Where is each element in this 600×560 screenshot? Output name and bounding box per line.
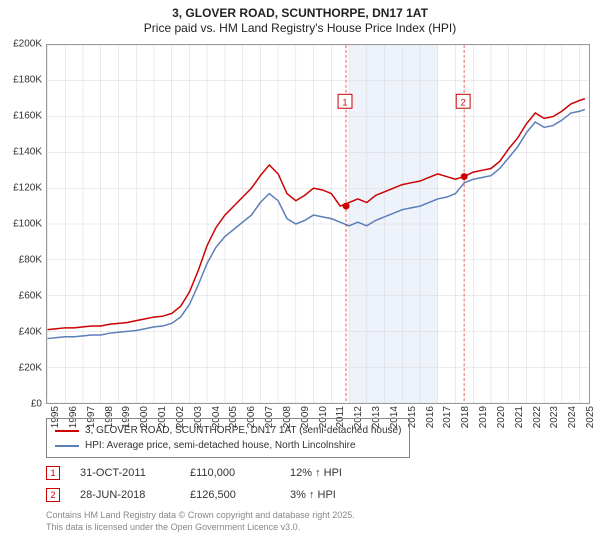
sale-date: 31-OCT-2011 (80, 467, 170, 479)
chart-title-address: 3, GLOVER ROAD, SCUNTHORPE, DN17 1AT (0, 6, 600, 20)
table-row: 2 28-JUN-2018 £126,500 3% ↑ HPI (46, 484, 342, 506)
svg-text:1: 1 (343, 97, 348, 107)
sale-delta: 3% ↑ HPI (290, 489, 336, 501)
marker-2-icon: 2 (46, 488, 60, 502)
sale-price: £110,000 (190, 467, 270, 479)
chart-title-subtitle: Price paid vs. HM Land Registry's House … (0, 21, 600, 35)
attribution: Contains HM Land Registry data © Crown c… (46, 510, 355, 533)
legend-line-hpi (55, 445, 79, 447)
table-row: 1 31-OCT-2011 £110,000 12% ↑ HPI (46, 462, 342, 484)
legend-line-price-paid (55, 430, 79, 432)
sale-price: £126,500 (190, 489, 270, 501)
legend-label-price-paid: 3, GLOVER ROAD, SCUNTHORPE, DN17 1AT (se… (85, 423, 401, 438)
sale-data-table: 1 31-OCT-2011 £110,000 12% ↑ HPI 2 28-JU… (46, 462, 342, 506)
legend: 3, GLOVER ROAD, SCUNTHORPE, DN17 1AT (se… (46, 418, 410, 458)
legend-label-hpi: HPI: Average price, semi-detached house,… (85, 438, 356, 453)
sale-date: 28-JUN-2018 (80, 489, 170, 501)
sale-delta: 12% ↑ HPI (290, 467, 342, 479)
marker-1-icon: 1 (46, 466, 60, 480)
svg-text:2: 2 (461, 97, 466, 107)
price-chart: 12 (46, 44, 590, 404)
